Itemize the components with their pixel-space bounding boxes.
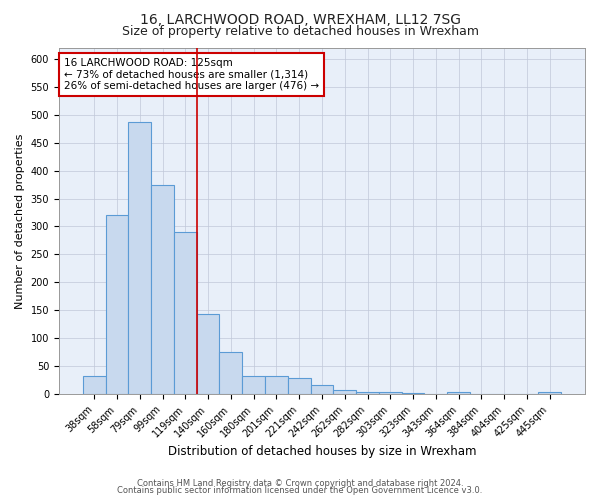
Bar (197, 314, 220, 394)
Bar (242, 376, 265, 394)
Text: 16 LARCHWOOD ROAD: 125sqm
← 73% of detached houses are smaller (1,314)
26% of se: 16 LARCHWOOD ROAD: 125sqm ← 73% of detac… (64, 58, 319, 91)
Bar (128, 122, 151, 394)
Bar (174, 232, 197, 394)
Y-axis label: Number of detached properties: Number of detached properties (15, 133, 25, 308)
Bar (447, 392, 470, 394)
Bar (106, 216, 128, 394)
Bar (379, 392, 401, 394)
Bar (151, 184, 174, 394)
Bar (356, 392, 379, 394)
Text: Contains HM Land Registry data © Crown copyright and database right 2024.: Contains HM Land Registry data © Crown c… (137, 478, 463, 488)
Text: 16, LARCHWOOD ROAD, WREXHAM, LL12 7SG: 16, LARCHWOOD ROAD, WREXHAM, LL12 7SG (139, 12, 461, 26)
Bar (83, 376, 106, 394)
Text: Size of property relative to detached houses in Wrexham: Size of property relative to detached ho… (121, 25, 479, 38)
Bar (401, 393, 424, 394)
Bar (538, 392, 561, 394)
Bar (288, 378, 311, 394)
Bar (334, 390, 356, 394)
Bar (265, 376, 288, 394)
Bar (220, 352, 242, 395)
X-axis label: Distribution of detached houses by size in Wrexham: Distribution of detached houses by size … (168, 444, 476, 458)
Bar (311, 386, 334, 394)
Text: Contains public sector information licensed under the Open Government Licence v3: Contains public sector information licen… (118, 486, 482, 495)
